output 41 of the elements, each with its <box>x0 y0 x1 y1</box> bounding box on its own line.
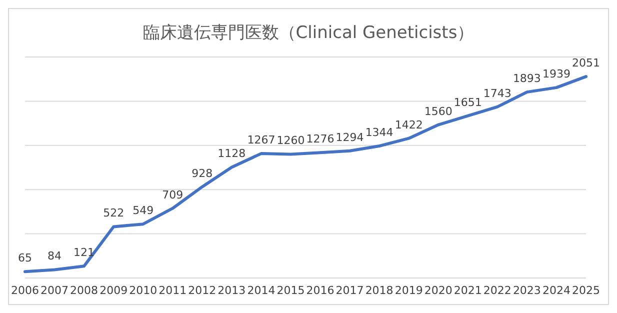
x-tick-label: 2007 <box>40 284 69 297</box>
data-label: 84 <box>48 250 62 263</box>
data-label: 2051 <box>572 56 600 70</box>
data-label: 1422 <box>394 118 423 132</box>
x-tick-label: 2021 <box>454 284 482 297</box>
data-label: 1560 <box>424 104 452 118</box>
x-tick-label: 2008 <box>70 284 98 297</box>
data-label: 709 <box>162 188 184 202</box>
x-tick-label: 2013 <box>218 284 246 297</box>
x-tick-label: 2011 <box>158 284 187 297</box>
data-label: 928 <box>192 166 213 180</box>
x-tick-label: 2009 <box>100 284 128 297</box>
x-tick-label: 2014 <box>247 284 276 297</box>
data-label: 1267 <box>247 134 276 147</box>
x-tick-label: 2023 <box>512 284 541 297</box>
x-tick-label: 2024 <box>542 284 570 297</box>
x-tick-label: 2010 <box>129 284 158 297</box>
data-label: 1939 <box>542 68 570 81</box>
data-label: 1260 <box>276 134 305 148</box>
x-tick-label: 2012 <box>188 284 216 297</box>
x-tick-label: 2015 <box>276 284 305 297</box>
x-tick-label: 2025 <box>572 284 600 297</box>
data-label: 1128 <box>218 147 246 160</box>
data-label: 121 <box>74 246 95 260</box>
data-label: 1743 <box>483 86 512 100</box>
data-label: 1294 <box>336 130 364 144</box>
data-label: 1344 <box>365 126 394 139</box>
x-tick-label: 2006 <box>11 284 39 297</box>
data-label: 522 <box>103 206 124 220</box>
x-tick-label: 2018 <box>365 284 394 297</box>
data-label: 549 <box>132 204 154 218</box>
x-tick-label: 2022 <box>483 284 512 297</box>
chart-title: 臨床遺伝専門医数（Clinical Geneticists） <box>142 22 476 45</box>
data-label: 1651 <box>454 96 482 109</box>
data-label: 1276 <box>306 132 334 146</box>
x-tick-label: 2019 <box>394 284 423 297</box>
x-tick-label: 2017 <box>336 284 364 297</box>
data-label: 65 <box>18 252 32 265</box>
x-tick-label: 2020 <box>424 284 452 297</box>
data-label: 1893 <box>512 72 541 86</box>
x-tick-label: 2016 <box>306 284 334 297</box>
